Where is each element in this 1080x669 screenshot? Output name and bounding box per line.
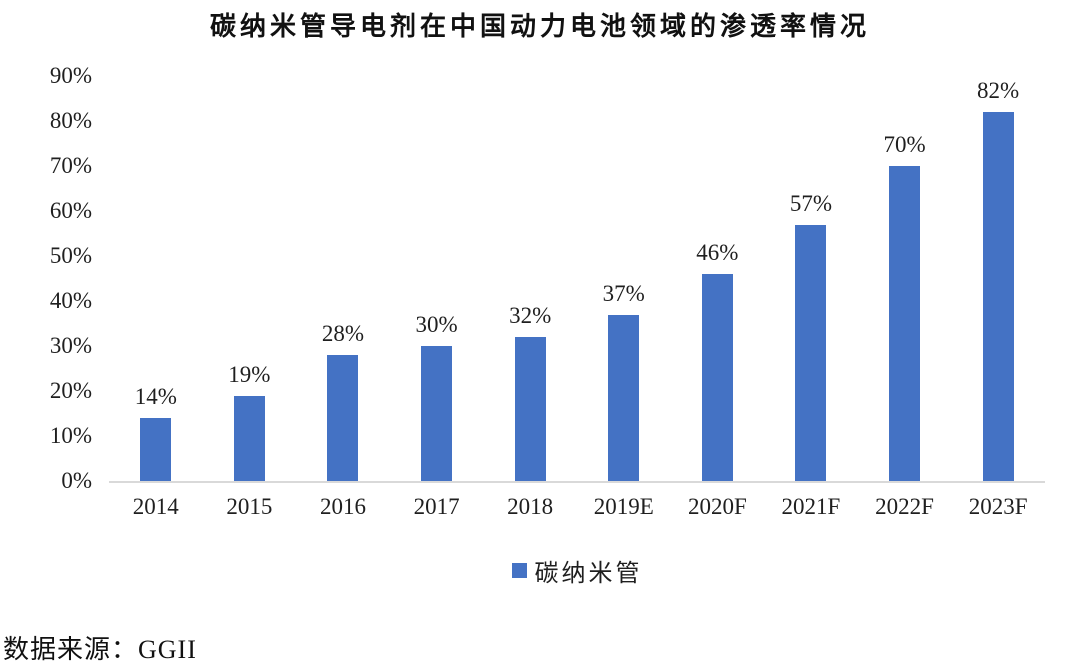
bar-slot: 46% — [671, 76, 765, 481]
x-axis-label: 2020F — [687, 494, 747, 519]
bar-value-label: 28% — [321, 321, 365, 346]
chart-title: 碳纳米管导电剂在中国动力电池领域的渗透率情况 — [209, 12, 870, 41]
x-axis-label: 2019E — [593, 494, 654, 519]
bar — [889, 166, 921, 481]
legend-series-label: 碳纳米管 — [534, 561, 643, 587]
bar-slot: 19% — [203, 76, 297, 481]
y-axis-tick-label: 80% — [49, 108, 92, 133]
bar-value-label: 30% — [415, 312, 458, 337]
y-axis-tick-label: 30% — [49, 333, 92, 358]
y-axis-tick-label: 20% — [49, 378, 92, 403]
bar-value-label: 70% — [883, 132, 926, 157]
bar-value-label: 57% — [789, 190, 833, 216]
bar-value-label: 14% — [134, 384, 177, 409]
y-axis-tick-label: 10% — [49, 423, 92, 448]
x-axis-label: 2015 — [226, 494, 273, 519]
y-axis-tick-label: 90% — [49, 63, 92, 88]
y-axis-tick-label: 50% — [49, 243, 92, 268]
bar-slot: 82% — [951, 76, 1045, 481]
bar — [140, 418, 172, 481]
x-axis: 2014 2015 2016 2017 2018 2019E 2020F 2021F 2022F… — [109, 494, 1045, 520]
y-axis-tick-label: 0% — [61, 468, 92, 493]
bar — [514, 337, 546, 481]
bar-value-label: 37% — [602, 280, 645, 306]
bar-slot: 14% — [109, 76, 203, 481]
bar-slot: 30% — [390, 76, 484, 481]
x-axis-label: 2017 — [413, 494, 460, 519]
x-axis-label: 2018 — [507, 494, 554, 519]
x-axis-label: 2014 — [132, 494, 179, 519]
bar — [701, 274, 733, 481]
bar-slot: 57% — [764, 76, 858, 481]
y-axis-tick-label: 40% — [49, 288, 92, 313]
bar — [421, 346, 453, 481]
bar-value-label: 46% — [696, 240, 739, 265]
bar-slot: 32% — [483, 76, 577, 481]
x-axis-label: 2022F — [875, 494, 934, 519]
x-axis-label: 2021F — [781, 494, 841, 519]
x-axis-label: 2016 — [319, 494, 366, 519]
bar — [795, 224, 827, 481]
y-axis: 0% 10% 20% 30% 40% 50% 60% 70% 80% 90% — [0, 63, 96, 493]
bar — [233, 395, 265, 481]
y-axis-tick-label: 60% — [49, 198, 92, 223]
bar-value-label: 32% — [509, 303, 552, 328]
data-source-note: 数据来源：GGII — [3, 635, 197, 664]
legend: 碳纳米管 — [109, 553, 1045, 588]
bar — [982, 112, 1014, 481]
bar-value-label: 19% — [228, 361, 271, 387]
x-axis-label: 2023F — [968, 494, 1028, 519]
plot-area: 14% 19% 28% 30% 32% 37% 46% 57% 70% 82% — [109, 76, 1045, 483]
bar-slot: 37% — [577, 76, 671, 481]
bar — [608, 314, 640, 481]
bar-value-label: 82% — [977, 78, 1020, 103]
bar-slot: 70% — [858, 76, 952, 481]
bar — [327, 355, 359, 481]
legend-swatch-icon — [511, 563, 527, 578]
y-axis-tick-label: 70% — [49, 153, 92, 178]
bar-slot: 28% — [296, 76, 390, 481]
